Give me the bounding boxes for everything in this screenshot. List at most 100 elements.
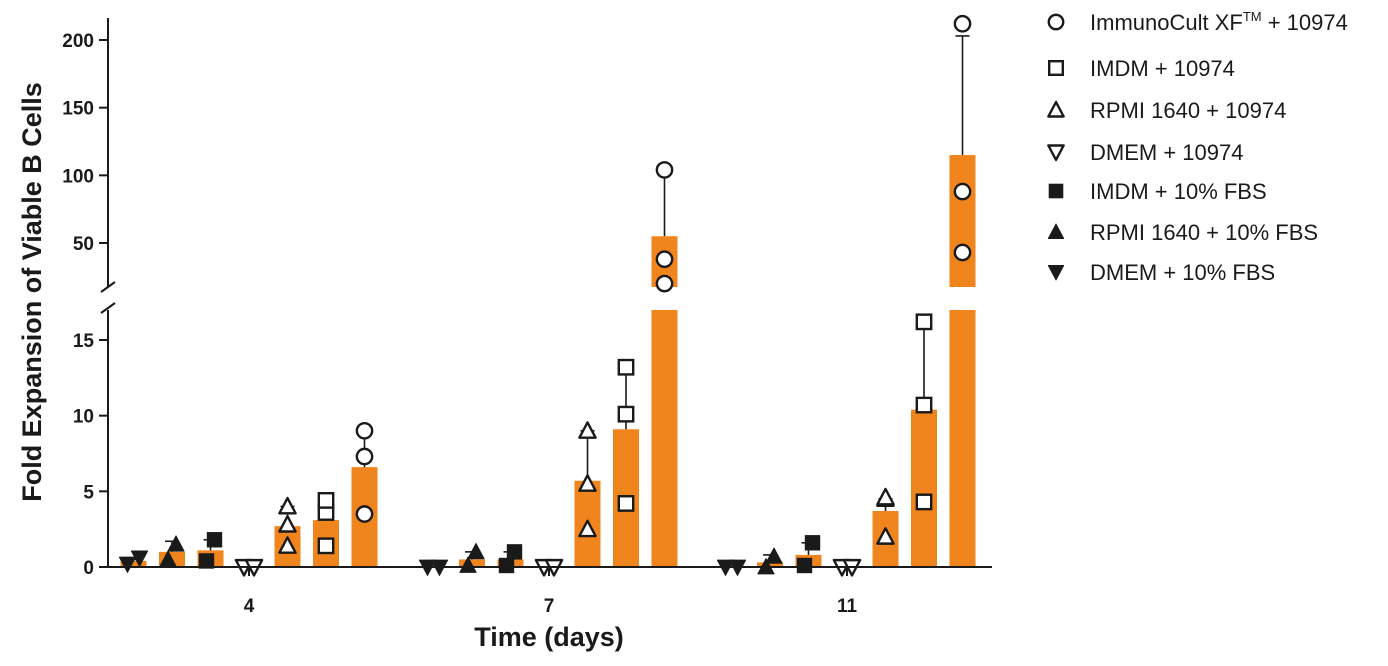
point-immunocult-xf-10974-day-11-1-shape bbox=[953, 243, 972, 262]
legend-item-imdm-10-fbs-label: IMDM + 10% FBS bbox=[1090, 179, 1267, 204]
point-rpmi-1640-10-fbs-day-7-2 bbox=[467, 542, 485, 560]
point-rpmi-1640-10-fbs-day-7-1 bbox=[459, 556, 477, 573]
point-imdm-10974-day-4-1 bbox=[317, 537, 335, 555]
error-bars-layer bbox=[126, 35, 970, 563]
point-imdm-10974-day-7-2 bbox=[617, 405, 635, 423]
point-dmem-10-fbs-day-4-1-shape bbox=[118, 556, 137, 573]
point-immunocult-xf-10974-day-11-1 bbox=[953, 243, 972, 262]
legend-item-rpmi-1640-10974-marker-shape bbox=[1047, 100, 1065, 118]
point-rpmi-1640-10974-day-4-1-shape bbox=[278, 536, 297, 554]
point-immunocult-xf-10974-day-7-2-shape bbox=[655, 250, 674, 269]
legend-item-rpmi-1640-10-fbs-label: RPMI 1640 + 10% FBS bbox=[1090, 220, 1318, 245]
point-immunocult-xf-10974-day-11-3-shape bbox=[953, 14, 972, 33]
y-tick-label-5: 5 bbox=[83, 482, 94, 503]
legend-item-imdm-10-fbs-marker bbox=[1048, 183, 1064, 199]
point-imdm-10-fbs-day-11-2-shape bbox=[804, 535, 821, 551]
legend-item-immunocult-xf-10974-label: ImmunoCult XFTM + 10974 bbox=[1090, 9, 1348, 35]
legend-item-immunocult-xf-10974-label-sup: TM bbox=[1243, 9, 1262, 24]
point-imdm-10-fbs-day-4-2-shape bbox=[206, 532, 223, 548]
point-dmem-10-fbs-day-4-1 bbox=[118, 556, 137, 573]
point-rpmi-1640-10974-day-7-2-shape bbox=[578, 474, 597, 492]
point-rpmi-1640-10974-day-11-1-shape bbox=[876, 527, 895, 545]
legend-item-rpmi-1640-10-fbs-marker bbox=[1047, 223, 1065, 240]
bar-immunocult-xf-10974-day-11-lower bbox=[949, 310, 976, 567]
point-dmem-10-fbs-day-4-2 bbox=[130, 550, 149, 567]
legend-item-rpmi-1640-10974-marker bbox=[1047, 100, 1065, 118]
point-immunocult-xf-10974-day-4-2 bbox=[355, 447, 374, 466]
y-tick-label-100: 100 bbox=[62, 166, 94, 187]
point-imdm-10974-day-7-1 bbox=[617, 495, 635, 512]
legend-item-imdm-10974-label: IMDM + 10974 bbox=[1090, 56, 1235, 81]
point-imdm-10-fbs-day-7-1-shape bbox=[498, 557, 515, 574]
point-immunocult-xf-10974-day-4-1 bbox=[355, 505, 374, 523]
point-immunocult-xf-10974-day-4-2-shape bbox=[355, 447, 374, 466]
point-immunocult-xf-10974-day-7-1-shape bbox=[655, 274, 674, 293]
point-imdm-10-fbs-day-4-1 bbox=[198, 553, 215, 569]
point-immunocult-xf-10974-day-4-3 bbox=[355, 421, 374, 440]
legend-item-immunocult-xf-10974-label-main: ImmunoCult XF bbox=[1090, 10, 1243, 35]
point-immunocult-xf-10974-day-7-3-shape bbox=[655, 161, 674, 179]
point-dmem-10-fbs-day-4-2-shape bbox=[130, 550, 149, 567]
point-imdm-10974-day-7-3 bbox=[617, 358, 635, 376]
point-imdm-10974-day-11-3-shape bbox=[915, 313, 933, 331]
point-immunocult-xf-10974-day-7-2 bbox=[655, 250, 674, 269]
point-rpmi-1640-10974-day-4-2 bbox=[278, 515, 297, 533]
bar-immunocult-xf-10974-day-11-upper bbox=[949, 155, 976, 287]
legend-item-imdm-10974-marker-shape bbox=[1047, 60, 1064, 77]
bar-imdm-10974-day-11 bbox=[911, 409, 937, 567]
point-imdm-10974-day-7-2-shape bbox=[617, 405, 635, 423]
point-imdm-10-fbs-day-7-1 bbox=[498, 557, 515, 574]
legend-item-dmem-10-fbs-marker bbox=[1047, 264, 1065, 281]
point-imdm-10974-day-4-3 bbox=[317, 492, 335, 509]
legend-item-rpmi-1640-10974-label: RPMI 1640 + 10974 bbox=[1090, 98, 1286, 123]
point-immunocult-xf-10974-day-11-2 bbox=[953, 182, 972, 201]
point-imdm-10974-day-4-1-shape bbox=[317, 537, 335, 555]
point-rpmi-1640-10974-day-4-3 bbox=[278, 496, 297, 515]
y-tick-label-10: 10 bbox=[73, 407, 94, 428]
point-rpmi-1640-10974-day-7-1 bbox=[578, 519, 597, 538]
point-imdm-10-fbs-day-7-2-shape bbox=[506, 544, 523, 560]
legend-item-imdm-10-fbs-marker-shape bbox=[1048, 183, 1064, 199]
legend-item-rpmi-1640-10974: RPMI 1640 + 10974 bbox=[1047, 98, 1286, 123]
axis-break-mark-lower bbox=[100, 302, 116, 314]
bars-layer bbox=[120, 155, 976, 567]
point-rpmi-1640-10974-day-4-3-shape bbox=[278, 496, 297, 515]
legend-item-rpmi-1640-10-fbs: RPMI 1640 + 10% FBS bbox=[1047, 220, 1318, 245]
bar-rpmi-1640-10-fbs-day-7 bbox=[459, 559, 485, 567]
legend-item-dmem-10-fbs-label: DMEM + 10% FBS bbox=[1090, 260, 1275, 285]
point-rpmi-1640-10974-day-11-1 bbox=[876, 527, 895, 545]
legend-item-rpmi-1640-10-fbs-marker-shape bbox=[1047, 223, 1065, 240]
axis-break-mark-upper bbox=[100, 281, 116, 293]
point-immunocult-xf-10974-day-11-2-shape bbox=[953, 182, 972, 201]
legend-item-dmem-10-fbs-marker-shape bbox=[1047, 264, 1065, 281]
point-imdm-10974-day-11-3 bbox=[915, 313, 933, 331]
point-rpmi-1640-10-fbs-day-11-2 bbox=[765, 547, 783, 564]
point-imdm-10-fbs-day-11-1 bbox=[796, 557, 813, 574]
point-immunocult-xf-10974-day-4-3-shape bbox=[355, 421, 374, 440]
point-imdm-10974-day-7-1-shape bbox=[617, 495, 635, 512]
y-tick-label-200: 200 bbox=[62, 31, 94, 52]
point-rpmi-1640-10974-day-7-2 bbox=[578, 474, 597, 492]
legend-item-immunocult-xf-10974: ImmunoCult XFTM + 10974 bbox=[1047, 9, 1348, 35]
point-imdm-10-fbs-day-4-1-shape bbox=[198, 553, 215, 569]
point-rpmi-1640-10974-day-7-3 bbox=[578, 421, 597, 439]
point-immunocult-xf-10974-day-11-3 bbox=[953, 14, 972, 33]
point-rpmi-1640-10974-day-7-1-shape bbox=[578, 519, 597, 538]
points-layer bbox=[118, 14, 972, 577]
legend-item-immunocult-xf-10974-label-rest: + 10974 bbox=[1262, 10, 1348, 35]
bar-immunocult-xf-10974-day-7-lower bbox=[651, 310, 678, 567]
point-imdm-10-fbs-day-11-1-shape bbox=[796, 557, 813, 574]
point-imdm-10974-day-11-1-shape bbox=[915, 493, 933, 511]
point-imdm-10974-day-11-2 bbox=[915, 396, 933, 414]
legend-item-dmem-10-fbs: DMEM + 10% FBS bbox=[1047, 260, 1275, 285]
x-tick-label-7: 7 bbox=[544, 596, 555, 617]
point-rpmi-1640-10-fbs-day-7-1-shape bbox=[459, 556, 477, 573]
legend-item-imdm-10974-marker bbox=[1047, 60, 1064, 77]
point-rpmi-1640-10-fbs-day-4-2-shape bbox=[167, 535, 185, 552]
point-rpmi-1640-10-fbs-day-4-2 bbox=[167, 535, 185, 552]
point-imdm-10974-day-11-2-shape bbox=[915, 396, 933, 414]
y-tick-label-150: 150 bbox=[62, 99, 94, 120]
x-tick-label-11: 11 bbox=[837, 596, 858, 617]
y-tick-label-0: 0 bbox=[83, 558, 94, 579]
